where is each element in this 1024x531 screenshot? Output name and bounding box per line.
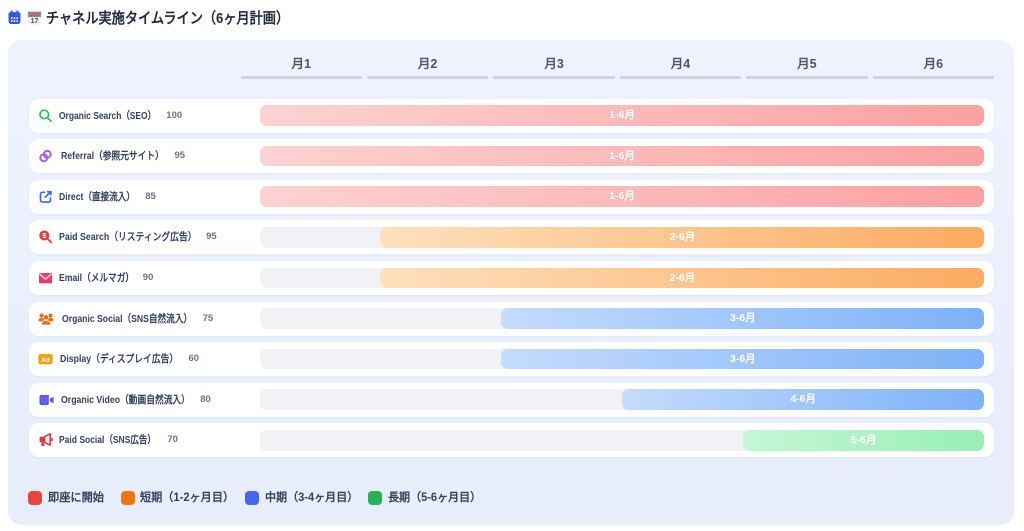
svg-text:Ad: Ad xyxy=(41,357,50,364)
svg-text:$: $ xyxy=(42,233,46,240)
svg-text:17: 17 xyxy=(31,17,39,24)
